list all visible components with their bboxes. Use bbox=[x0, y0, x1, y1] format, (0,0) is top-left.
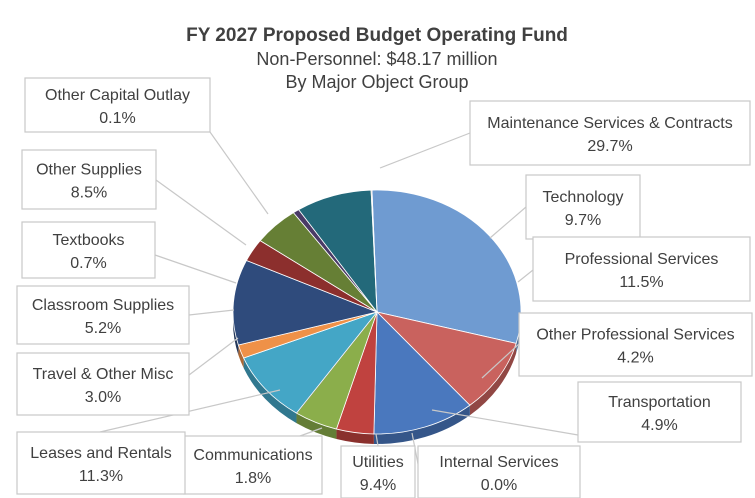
data-label: Other Supplies 8.5% bbox=[21, 149, 157, 210]
leader-line bbox=[489, 206, 527, 239]
data-label: Leases and Rentals 11.3% bbox=[16, 431, 186, 495]
data-label-percent: 9.4% bbox=[360, 477, 396, 494]
data-label: Transportation 4.9% bbox=[577, 381, 742, 443]
data-label-category: Textbooks bbox=[52, 232, 124, 249]
data-label-percent: 8.5% bbox=[71, 185, 107, 202]
leader-line bbox=[99, 389, 281, 433]
data-label: Maintenance Services & Contracts 29.7% bbox=[469, 100, 751, 166]
data-label-percent: 4.9% bbox=[641, 417, 677, 434]
data-label-category: Other Capital Outlay bbox=[45, 87, 190, 104]
chart-title-main: FY 2027 Proposed Budget Operating Fund bbox=[186, 25, 568, 46]
data-label-box bbox=[21, 149, 157, 210]
data-label-category: Leases and Rentals bbox=[30, 445, 171, 462]
pie-slice bbox=[375, 311, 517, 406]
pie-slice bbox=[232, 259, 379, 346]
data-label-box bbox=[525, 174, 641, 240]
pie-slice-side bbox=[336, 429, 374, 444]
leader-line bbox=[517, 269, 534, 283]
data-label: Professional Services 11.5% bbox=[532, 236, 751, 302]
data-label-box bbox=[577, 381, 742, 443]
pie-slice-side bbox=[243, 358, 297, 424]
data-label: Travel & Other Misc 3.0% bbox=[16, 352, 190, 416]
data-label-category: Travel & Other Misc bbox=[33, 366, 174, 383]
leader-line bbox=[155, 179, 247, 246]
pie-slice bbox=[370, 189, 378, 313]
pie-slices bbox=[232, 189, 522, 435]
data-label-category: Transportation bbox=[608, 394, 711, 411]
leader-line bbox=[154, 254, 237, 284]
data-label-percent: 0.1% bbox=[99, 110, 135, 127]
data-label-box bbox=[16, 352, 190, 416]
leader-line bbox=[481, 343, 520, 379]
data-label-percent: 3.0% bbox=[85, 389, 121, 406]
data-label-category: Other Professional Services bbox=[536, 327, 734, 344]
data-label-box bbox=[532, 236, 751, 302]
data-label-percent: 4.2% bbox=[617, 350, 653, 367]
data-label-percent: 0.7% bbox=[70, 255, 106, 272]
data-label-percent: 11.5% bbox=[619, 274, 663, 291]
leader-line bbox=[188, 337, 239, 376]
data-label: Other Professional Services 4.2% bbox=[518, 312, 753, 377]
data-label: Utilities 9.4% bbox=[340, 445, 416, 498]
pie-slice-side bbox=[516, 312, 521, 354]
data-label: Classroom Supplies 5.2% bbox=[16, 285, 190, 345]
pie-slice-side bbox=[238, 344, 244, 369]
data-label-box bbox=[469, 100, 751, 166]
data-label-category: Classroom Supplies bbox=[32, 297, 174, 314]
data-label-box bbox=[340, 445, 416, 498]
data-label-category: Professional Services bbox=[565, 251, 719, 268]
data-label-category: Internal Services bbox=[439, 454, 558, 471]
data-label-percent: 29.7% bbox=[587, 138, 632, 155]
leader-line bbox=[379, 132, 471, 169]
data-label-box bbox=[24, 77, 211, 133]
data-label-category: Utilities bbox=[352, 454, 404, 471]
data-label: Communications 1.8% bbox=[183, 435, 323, 495]
data-label: Technology 9.7% bbox=[525, 174, 641, 240]
pie-depth bbox=[233, 312, 521, 444]
leader-line bbox=[431, 409, 579, 436]
data-label-category: Other Supplies bbox=[36, 162, 142, 179]
callouts: Maintenance Services & Contracts 29.7% Tec… bbox=[16, 77, 753, 498]
chart-title: FY 2027 Proposed Budget Operating Fund N… bbox=[186, 25, 568, 92]
data-label-percent: 11.3% bbox=[79, 468, 123, 485]
leader-line bbox=[375, 433, 379, 447]
pie-slice-side bbox=[469, 343, 517, 416]
data-label-box bbox=[16, 431, 186, 495]
data-label-percent: 9.7% bbox=[565, 212, 601, 229]
data-label: Textbooks 0.7% bbox=[21, 221, 156, 279]
data-label-category: Communications bbox=[193, 447, 312, 464]
pie-slice-side bbox=[296, 413, 337, 440]
leader-line bbox=[188, 309, 235, 316]
leader-line bbox=[209, 131, 269, 215]
data-label-box bbox=[518, 312, 753, 377]
pie-slice bbox=[243, 311, 379, 414]
data-label-category: Technology bbox=[543, 189, 624, 206]
leader-line bbox=[299, 427, 323, 437]
data-label-percent: 0.0% bbox=[481, 477, 517, 494]
data-label: Internal Services 0.0% bbox=[417, 445, 581, 498]
pie-slice-side bbox=[373, 405, 470, 444]
chart-subtitle-group: By Major Object Group bbox=[285, 72, 468, 92]
data-label-percent: 5.2% bbox=[85, 320, 121, 337]
pie-slice-side bbox=[233, 312, 239, 355]
pie-slice bbox=[373, 311, 471, 435]
data-label: Other Capital Outlay 0.1% bbox=[24, 77, 211, 133]
chart-subtitle-amount: Non-Personnel: $48.17 million bbox=[256, 49, 497, 69]
data-label-category: Maintenance Services & Contracts bbox=[487, 115, 732, 132]
data-label-box bbox=[183, 435, 323, 495]
data-label-box bbox=[21, 221, 156, 279]
data-label-box bbox=[16, 285, 190, 345]
data-label-percent: 1.8% bbox=[235, 470, 271, 487]
data-label-box bbox=[417, 445, 581, 498]
